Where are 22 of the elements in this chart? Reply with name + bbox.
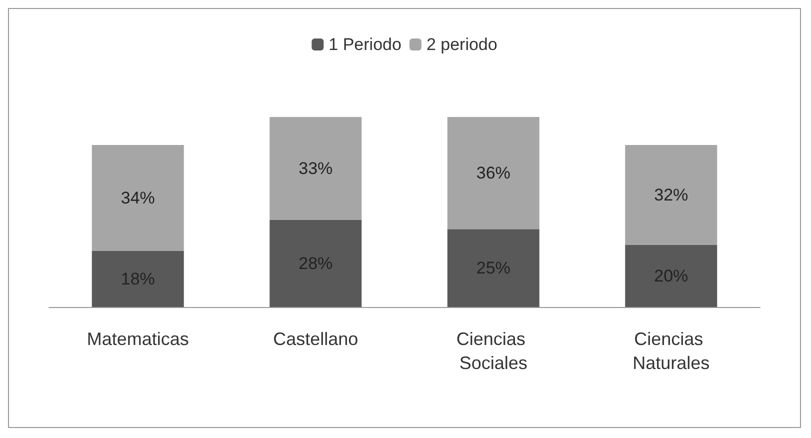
data-label: 18% <box>120 269 155 288</box>
bar <box>92 250 184 307</box>
data-label: 25% <box>476 258 510 278</box>
x-tick-label: Castellano <box>273 329 358 349</box>
data-label: 28% <box>298 254 333 273</box>
data-label: 34% <box>120 188 155 208</box>
bar <box>447 117 540 230</box>
bar <box>92 145 184 251</box>
data-label: 33% <box>298 158 333 178</box>
legend-label: 1 Periodo <box>328 35 402 54</box>
legend-label: 2 periodo <box>426 35 498 54</box>
data-label: 32% <box>654 185 688 204</box>
data-label: 36% <box>476 164 510 183</box>
bar <box>625 145 718 245</box>
bar <box>270 117 362 220</box>
bar <box>625 244 718 307</box>
bar <box>270 220 362 307</box>
x-tick-label: Ciencias Sociales <box>456 329 530 373</box>
x-tick-label: Matematicas <box>86 329 189 349</box>
data-label: 20% <box>654 266 688 286</box>
bar <box>447 229 540 307</box>
x-tick-label: Ciencias Naturales <box>632 329 710 373</box>
